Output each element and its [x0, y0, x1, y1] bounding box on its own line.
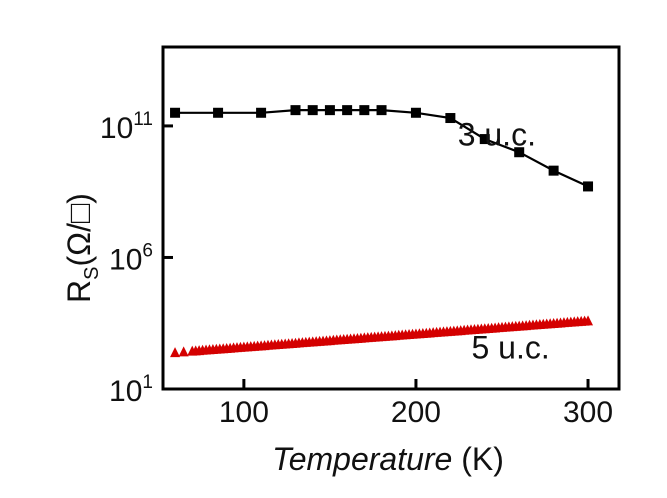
- series-0-point-11: [479, 134, 490, 145]
- series-1-point-0: [170, 347, 181, 358]
- x-tick-label-1: 200: [391, 396, 441, 429]
- x-axis-title-unit: (K): [452, 441, 504, 477]
- y-tick-label-1: 106: [109, 240, 153, 276]
- x-axis-title-main: Temperature: [272, 441, 452, 477]
- series-0-point-14: [583, 181, 594, 192]
- axis-ticks: [163, 124, 590, 391]
- series-0-point-5: [324, 105, 335, 116]
- y-axis-title-sub: S: [81, 267, 103, 280]
- series-0-point-0: [170, 107, 181, 118]
- series-0-point-8: [376, 105, 387, 116]
- series-0-point-6: [342, 105, 353, 116]
- y-axis-title-rest: (Ω/□): [61, 193, 97, 266]
- y-axis-title: RS(Ω/□): [61, 193, 103, 303]
- y-axis-title-main: R: [61, 280, 97, 303]
- series-0-point-3: [290, 105, 301, 116]
- y-tick-label-2: 1011: [100, 109, 153, 145]
- series-0-point-1: [213, 107, 224, 118]
- series-0-point-4: [307, 105, 318, 116]
- annotation-0: 3 u.c.: [458, 117, 536, 153]
- x-tick-label-2: 300: [563, 396, 613, 429]
- series-0-point-2: [256, 107, 267, 118]
- x-axis-title: Temperature (K): [272, 441, 504, 477]
- series-0-point-10: [445, 113, 456, 124]
- x-tick-label-0: 100: [219, 396, 269, 429]
- series-0-point-13: [548, 165, 559, 176]
- series-1-point-1: [178, 346, 189, 357]
- series-0-point-7: [359, 105, 370, 116]
- series-0-point-9: [410, 107, 421, 118]
- series-0-point-12: [514, 147, 525, 158]
- chart-labels: 100 200 300 101 106 1011 3 u.c. 5 u.c.: [100, 109, 613, 429]
- plot-series: [170, 105, 594, 358]
- annotation-1: 5 u.c.: [471, 330, 549, 366]
- y-tick-label-0: 101: [109, 372, 153, 408]
- plot-frame: [161, 45, 621, 391]
- series-1-point-117: [583, 315, 594, 326]
